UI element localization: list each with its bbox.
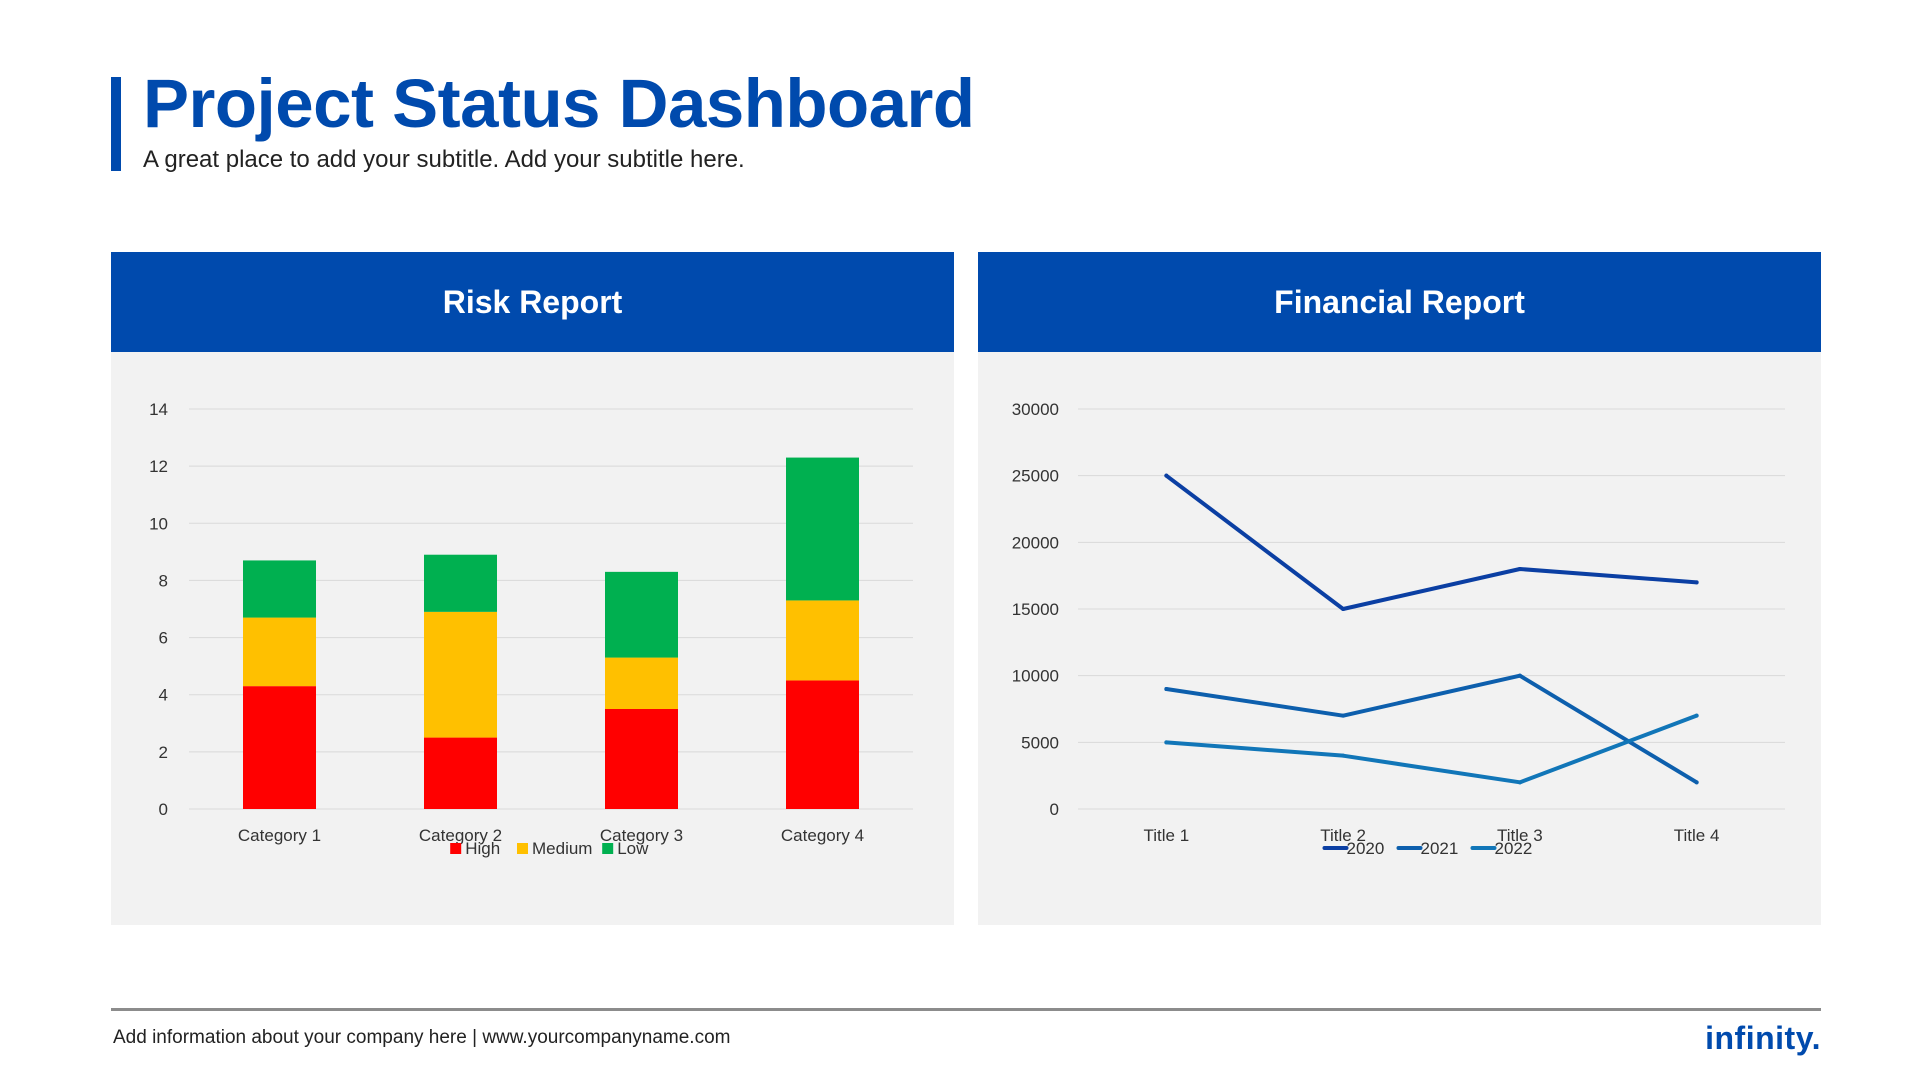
fin-point-2021-title-4 (1694, 780, 1699, 785)
risk-bar-medium-category-4 (786, 600, 859, 681)
risk-x-tick-label: Category 3 (600, 826, 683, 845)
footer-company-info: Add information about your company here … (113, 1027, 731, 1048)
risk-bar-high-category-2 (424, 737, 497, 809)
risk-bar-low-category-2 (424, 554, 497, 612)
title-accent-bar (111, 77, 121, 171)
risk-x-tick-label: Category 2 (419, 826, 502, 845)
risk-legend-label-low: Low (617, 839, 649, 858)
fin-legend-label-2022: 2022 (1495, 839, 1533, 858)
risk-legend-swatch-low (602, 843, 614, 854)
brand-logo: infinity. (1705, 1020, 1821, 1056)
fin-legend-label-2021: 2021 (1421, 839, 1459, 858)
fin-series-line-2021 (1164, 673, 1699, 785)
fin-x-tick-label: Title 3 (1497, 826, 1543, 845)
footer-divider (111, 1008, 1821, 1011)
page-title: Project Status Dashboard (143, 65, 975, 142)
financial-report-chart-area: 0 5000 10000 15000 20000 25000 30000 Title 1 Tit… (978, 352, 1821, 925)
financial-report-panel: Financial Report 0 5000 10000 15000 20000 250… (978, 252, 1821, 925)
risk-bar-high-category-4 (786, 680, 859, 809)
fin-point-2022-title-1 (1164, 740, 1169, 745)
fin-y-tick-label: 20000 (1012, 533, 1059, 552)
fin-y-tick-label: 30000 (1012, 400, 1059, 419)
risk-bar-medium-category-2 (424, 611, 497, 738)
risk-legend-label-medium: Medium (532, 839, 592, 858)
risk-y-tick-label: 0 (159, 800, 168, 819)
fin-series-line-2020 (1164, 473, 1699, 611)
fin-point-2022-title-2 (1341, 753, 1346, 758)
fin-point-2020-title-2 (1341, 607, 1346, 611)
risk-bar-medium-category-3 (605, 657, 678, 709)
risk-y-tick-label: 8 (159, 571, 168, 590)
risk-bar-low-category-3 (605, 571, 678, 658)
fin-point-2022-title-4 (1694, 713, 1699, 718)
risk-y-tick-label: 2 (159, 743, 168, 762)
fin-y-tick-label: 0 (1050, 800, 1059, 819)
risk-bar-high-category-3 (605, 709, 678, 809)
risk-x-tick-label: Category 4 (781, 826, 864, 845)
fin-point-2021-title-3 (1517, 673, 1522, 678)
risk-report-chart: 0 2 4 6 8 10 12 14 Category 1 Category 2 Category … (149, 400, 913, 858)
risk-y-tick-label: 6 (159, 629, 168, 648)
fin-point-2020-title-4 (1694, 580, 1699, 585)
risk-legend-swatch-high (450, 843, 462, 854)
fin-y-tick-label: 5000 (1021, 733, 1059, 752)
risk-legend-label-high: High (465, 839, 500, 858)
fin-point-2020-title-1 (1164, 473, 1169, 478)
fin-x-tick-label: Title 2 (1320, 826, 1366, 845)
risk-y-tick-label: 12 (149, 457, 168, 476)
fin-y-tick-label: 15000 (1012, 600, 1059, 619)
financial-report-title: Financial Report (1274, 283, 1525, 320)
risk-x-tick-label: Category 1 (238, 826, 321, 845)
risk-y-tick-label: 4 (159, 686, 168, 705)
risk-report-title: Risk Report (442, 283, 623, 320)
fin-point-2021-title-1 (1164, 687, 1169, 691)
fin-point-2020-title-3 (1517, 567, 1522, 571)
fin-legend-label-2020: 2020 (1347, 839, 1385, 858)
risk-bar-medium-category-1 (243, 617, 316, 687)
financial-report-header: Financial Report (978, 252, 1821, 352)
risk-report-panel: Risk Report 0 2 4 6 8 10 12 14 Category 1 Categor… (111, 252, 954, 925)
fin-y-tick-label: 25000 (1012, 467, 1059, 486)
fin-x-tick-label: Title 4 (1674, 826, 1720, 845)
fin-y-tick-label: 10000 (1012, 667, 1059, 686)
risk-bar-low-category-4 (786, 457, 859, 601)
fin-series-line-2022 (1164, 713, 1699, 785)
fin-x-tick-label: Title 1 (1144, 826, 1190, 845)
fin-point-2021-title-2 (1341, 713, 1346, 718)
risk-y-tick-label: 10 (149, 514, 168, 533)
risk-bar-low-category-1 (243, 560, 316, 618)
financial-report-chart: 0 5000 10000 15000 20000 25000 30000 Title 1 Tit… (1012, 400, 1785, 858)
risk-legend-swatch-medium (517, 843, 528, 854)
risk-bar-high-category-1 (243, 686, 316, 809)
fin-point-2022-title-3 (1517, 780, 1522, 785)
risk-report-chart-area: 0 2 4 6 8 10 12 14 Category 1 Category 2 Category … (111, 352, 954, 925)
page-subtitle: A great place to add your subtitle. Add … (143, 146, 745, 173)
risk-report-header: Risk Report (111, 252, 954, 352)
risk-y-tick-label: 14 (149, 400, 168, 419)
